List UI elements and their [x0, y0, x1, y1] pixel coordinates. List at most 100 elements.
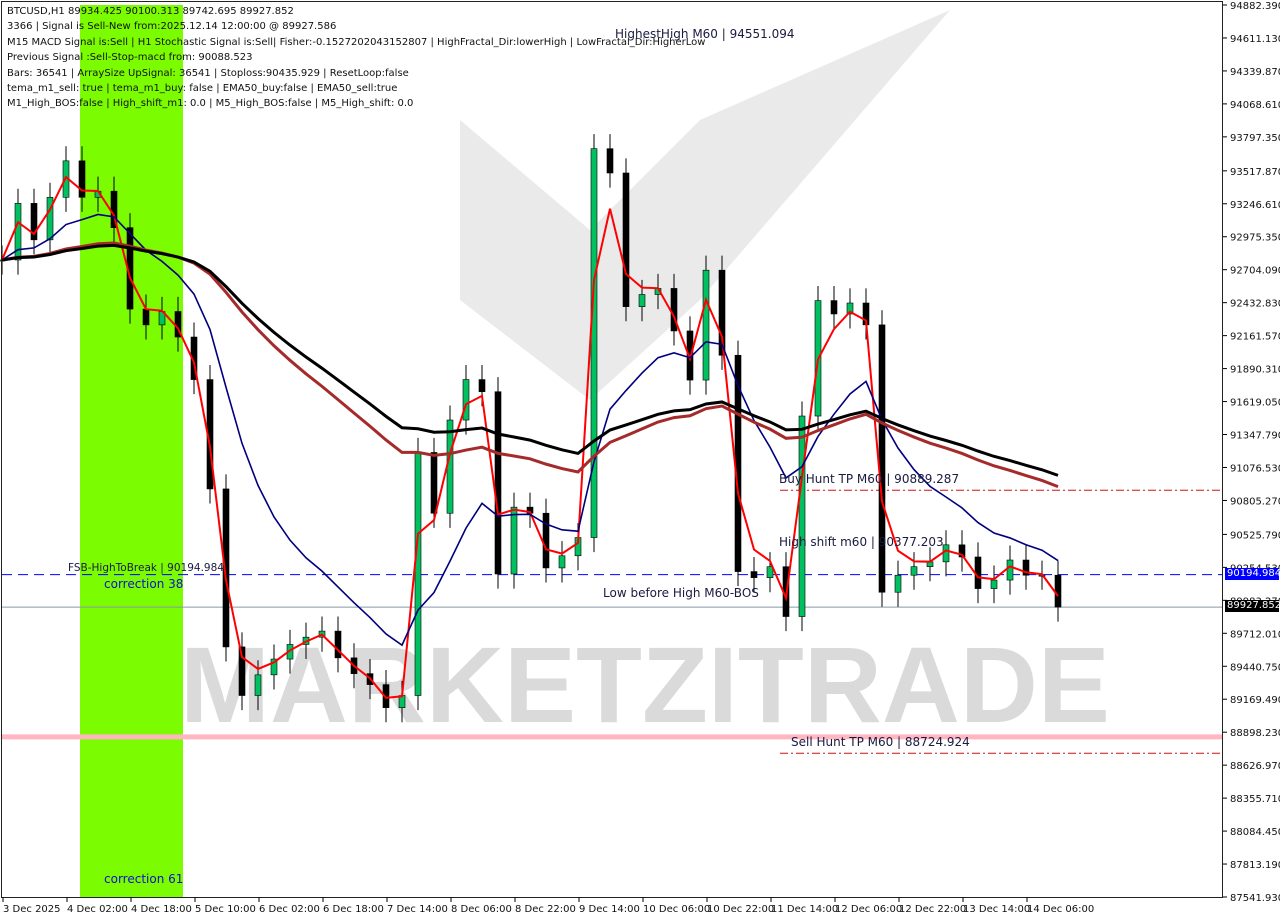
candle-body	[30, 203, 38, 241]
y-tick-label: 89169.490	[1230, 695, 1280, 706]
current-price-tag: 89927.852	[1225, 600, 1280, 612]
watermark-logo	[460, 10, 950, 400]
slow-ema-line	[1, 243, 1059, 477]
indicator-info-panel: BTCUSD,H1 89934.425 90100.313 89742.695 …	[7, 4, 705, 112]
y-axis-area	[1223, 0, 1280, 920]
y-tick-label: 88355.710	[1230, 794, 1280, 805]
candle-body	[494, 391, 502, 575]
y-tick-label: 94882.390	[1230, 1, 1280, 12]
candle-body	[990, 579, 998, 589]
y-tick-label: 94611.130	[1230, 34, 1280, 45]
candle-body	[542, 512, 550, 569]
x-tick-label: 14 Dec 06:00	[1027, 904, 1094, 915]
plot-frame	[1, 1, 1223, 898]
fsb-label: FSB-HighToBreak | 90194.984	[68, 562, 224, 574]
y-tick-label: 89440.750	[1230, 662, 1280, 673]
candle-body	[750, 571, 758, 578]
info-line-previous: Previous Signal :Sell-Stop-macd from: 90…	[7, 52, 253, 64]
candle-body	[334, 630, 342, 659]
x-tick-label: 10 Dec 06:00	[643, 904, 710, 915]
y-tick-label: 87813.190	[1230, 860, 1280, 871]
candle-body	[238, 646, 246, 696]
candle-body	[830, 300, 838, 315]
low-before-high-label: Low before High M60-BOS	[603, 586, 759, 600]
y-tick-label: 92432.830	[1230, 299, 1280, 310]
y-tick-label: 90805.270	[1230, 496, 1280, 507]
highest-high-label: HighestHigh M60 | 94551.094	[615, 27, 795, 41]
info-line-signal: 3366 | Signal is Sell-New from:2025.12.1…	[7, 21, 337, 33]
candle-body	[142, 308, 150, 326]
y-tick-label: 92704.090	[1230, 266, 1280, 277]
x-tick-label: 8 Dec 22:00	[515, 904, 576, 915]
correction-38-label: correction 38	[104, 577, 184, 591]
x-tick-label: 6 Dec 02:00	[259, 904, 320, 915]
x-tick-label: 6 Dec 18:00	[323, 904, 384, 915]
candle-body	[590, 148, 598, 538]
buy-hunt-label: Buy Hunt TP M60 | 90889.287	[779, 472, 960, 486]
y-tick-label: 91890.310	[1230, 365, 1280, 376]
candles	[0, 134, 1062, 723]
info-line-macd: M15 MACD Signal is:Sell | H1 Stochastic …	[7, 36, 706, 48]
candle-body	[462, 379, 470, 421]
candle-body	[430, 452, 438, 514]
correction-zone	[80, 5, 183, 897]
candle-body	[910, 566, 918, 576]
candle-body	[766, 566, 774, 578]
y-tick-label: 94339.870	[1230, 67, 1280, 78]
candle-body	[254, 674, 262, 696]
candle-body	[222, 488, 230, 648]
candle-body	[878, 324, 886, 593]
x-tick-label: 7 Dec 14:00	[387, 904, 448, 915]
candle-body	[942, 544, 950, 563]
candle-body	[558, 555, 566, 569]
info-line-bars: Bars: 36541 | ArraySize UpSignal: 36541 …	[7, 67, 409, 79]
x-tick-label: 4 Dec 18:00	[131, 904, 192, 915]
y-tick-label: 92161.570	[1230, 332, 1280, 343]
candle-body	[510, 506, 518, 575]
x-tick-label: 10 Dec 22:00	[707, 904, 774, 915]
y-tick-label: 87541.930	[1230, 893, 1280, 904]
x-tick-label: 5 Dec 10:00	[195, 904, 256, 915]
candle-body	[606, 148, 614, 174]
candle-body	[46, 196, 54, 241]
x-axis: 3 Dec 2025 4 Dec 02:00 4 Dec 18:00 5 Dec 10…	[2, 897, 1094, 915]
correction-61-label: correction 61	[104, 872, 184, 886]
high-shift-label: High shift m60 | 90377.203	[779, 535, 944, 549]
x-tick-label: 11 Dec 14:00	[771, 904, 838, 915]
y-tick-label: 93517.870	[1230, 167, 1280, 178]
info-line-ohlc: BTCUSD,H1 89934.425 90100.313 89742.695 …	[7, 6, 294, 17]
candle-body	[718, 269, 726, 356]
candle-body	[846, 302, 854, 315]
x-tick-label: 4 Dec 02:00	[67, 904, 128, 915]
candle-body	[622, 172, 630, 307]
candle-body	[638, 294, 646, 307]
x-tick-label: 3 Dec 2025	[3, 904, 61, 915]
candle-body	[382, 684, 390, 708]
y-tick-label: 89712.010	[1230, 629, 1280, 640]
candle-body	[1022, 559, 1030, 576]
y-tick-label: 91076.530	[1230, 463, 1280, 474]
watermark-text: MARKETZITRADE	[180, 624, 1110, 745]
candle-body	[478, 379, 486, 393]
candle-body	[958, 544, 966, 558]
y-tick-label: 88626.970	[1230, 761, 1280, 772]
x-tick-label: 8 Dec 06:00	[451, 904, 512, 915]
y-tick-label: 91619.050	[1230, 398, 1280, 409]
sell-hunt-label: Sell Hunt TP M60 | 88724.924	[791, 735, 970, 749]
y-tick-label: 88084.450	[1230, 827, 1280, 838]
fast-ema-line	[1, 175, 1059, 699]
info-line-tema: tema_m1_sell: true | tema_m1_buy: false …	[7, 82, 398, 94]
candle-body	[702, 269, 710, 381]
y-tick-label: 91347.790	[1230, 431, 1280, 442]
candle-body	[1006, 559, 1014, 581]
moving-averages	[1, 175, 1059, 699]
y-tick-label: 88898.230	[1230, 728, 1280, 739]
y-tick-label: 93797.350	[1230, 133, 1280, 144]
candle-body	[1054, 574, 1062, 608]
candle-body	[446, 419, 454, 514]
y-tick-label: 94068.610	[1230, 100, 1280, 111]
x-tick-label: 13 Dec 14:00	[963, 904, 1030, 915]
x-tick-label: 12 Dec 22:00	[899, 904, 966, 915]
